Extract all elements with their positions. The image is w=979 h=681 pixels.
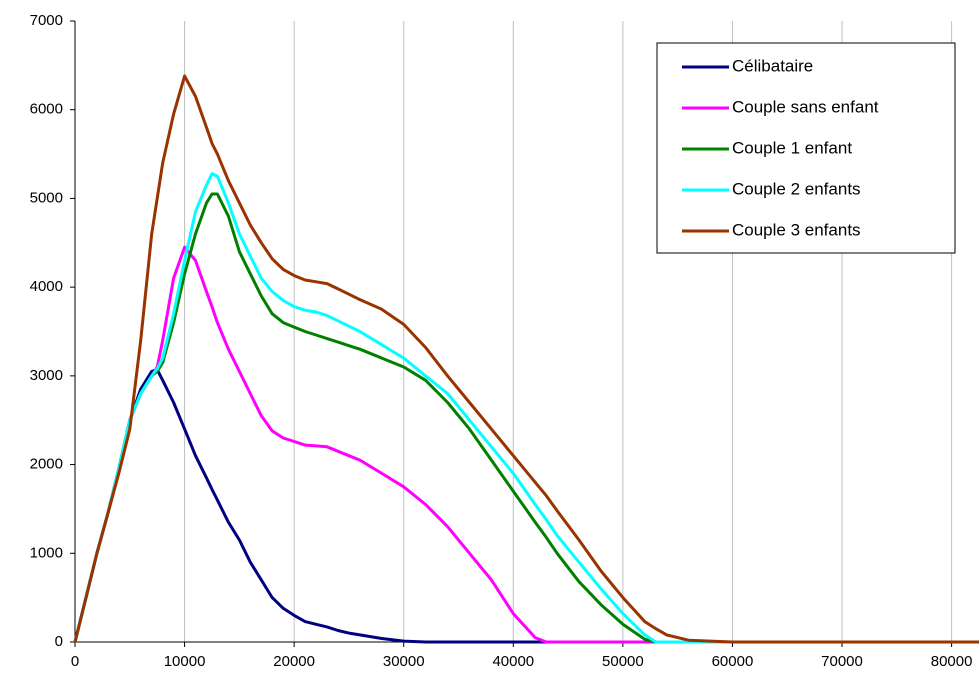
series-line [73, 172, 979, 644]
legend-label: Couple sans enfant [732, 97, 879, 116]
x-tick-label: 40000 [492, 653, 534, 670]
x-tick-label: 0 [71, 653, 79, 670]
y-tick-label: 4000 [30, 278, 63, 295]
x-tick-label: 10000 [164, 653, 206, 670]
y-tick-label: 2000 [30, 456, 63, 473]
y-tick-label: 3000 [30, 367, 63, 384]
y-tick-label: 5000 [30, 189, 63, 206]
y-tick-label: 0 [55, 633, 63, 650]
x-tick-label: 70000 [821, 653, 863, 670]
legend-label: Célibataire [732, 56, 813, 75]
legend-label: Couple 2 enfants [732, 179, 861, 198]
x-tick-label: 60000 [712, 653, 754, 670]
series-line [73, 368, 979, 644]
x-tick-label: 30000 [383, 653, 425, 670]
legend-label: Couple 3 enfants [732, 220, 861, 239]
x-tick-label: 50000 [602, 653, 644, 670]
legend-label: Couple 1 enfant [732, 138, 852, 157]
x-tick-label: 80000 [931, 653, 973, 670]
series-line [73, 74, 979, 644]
x-tick-label: 20000 [273, 653, 315, 670]
y-tick-label: 1000 [30, 544, 63, 561]
y-tick-label: 7000 [30, 12, 63, 29]
series-line [73, 245, 979, 644]
y-tick-label: 6000 [30, 101, 63, 118]
series-line [73, 192, 979, 644]
